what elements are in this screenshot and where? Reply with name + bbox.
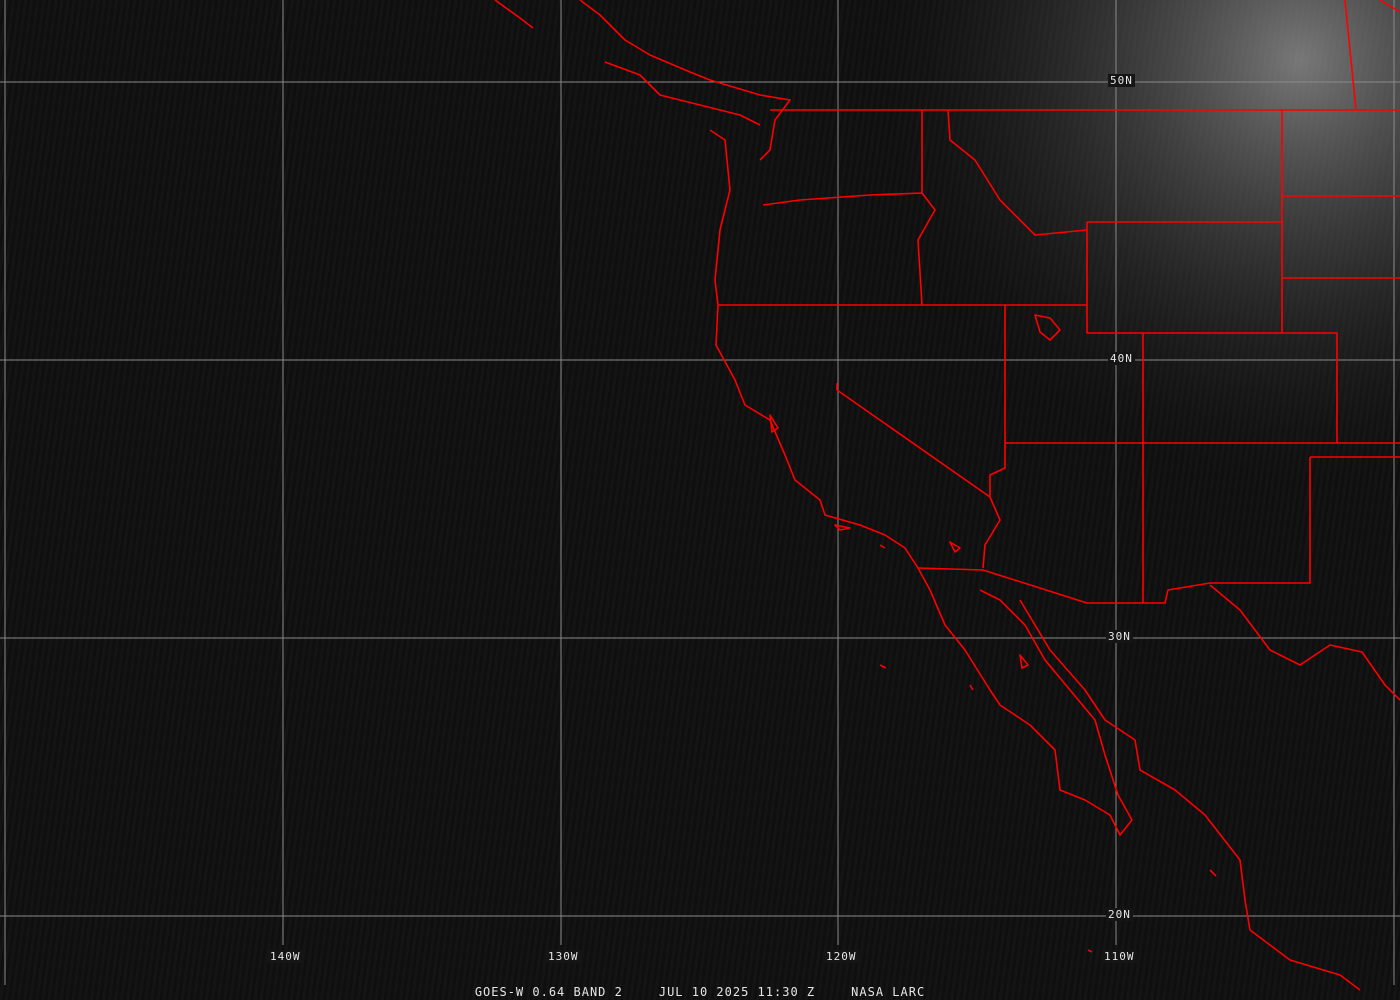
timestamp: JUL 10 2025 11:30 Z — [658, 985, 816, 999]
image-caption: GOES-W 0.64 BAND 2 JUL 10 2025 11:30 Z NAS… — [0, 985, 1400, 999]
us-canada-border — [770, 0, 1400, 111]
lon-label: 120W — [824, 950, 859, 963]
lat-label: 40N — [1108, 352, 1135, 365]
lon-label: 140W — [268, 950, 303, 963]
lat-label: 20N — [1106, 908, 1133, 921]
lon-label: 110W — [1102, 950, 1137, 963]
lon-label: 130W — [546, 950, 581, 963]
lat-label: 30N — [1106, 630, 1133, 643]
islands — [769, 314, 1217, 953]
state-borders — [718, 109, 1400, 604]
coastline — [494, 0, 1400, 991]
lat-label: 50N — [1108, 74, 1135, 87]
borders — [494, 0, 1400, 991]
satellite-band: GOES-W 0.64 BAND 2 — [474, 985, 623, 999]
credit: NASA LARC — [851, 985, 926, 999]
